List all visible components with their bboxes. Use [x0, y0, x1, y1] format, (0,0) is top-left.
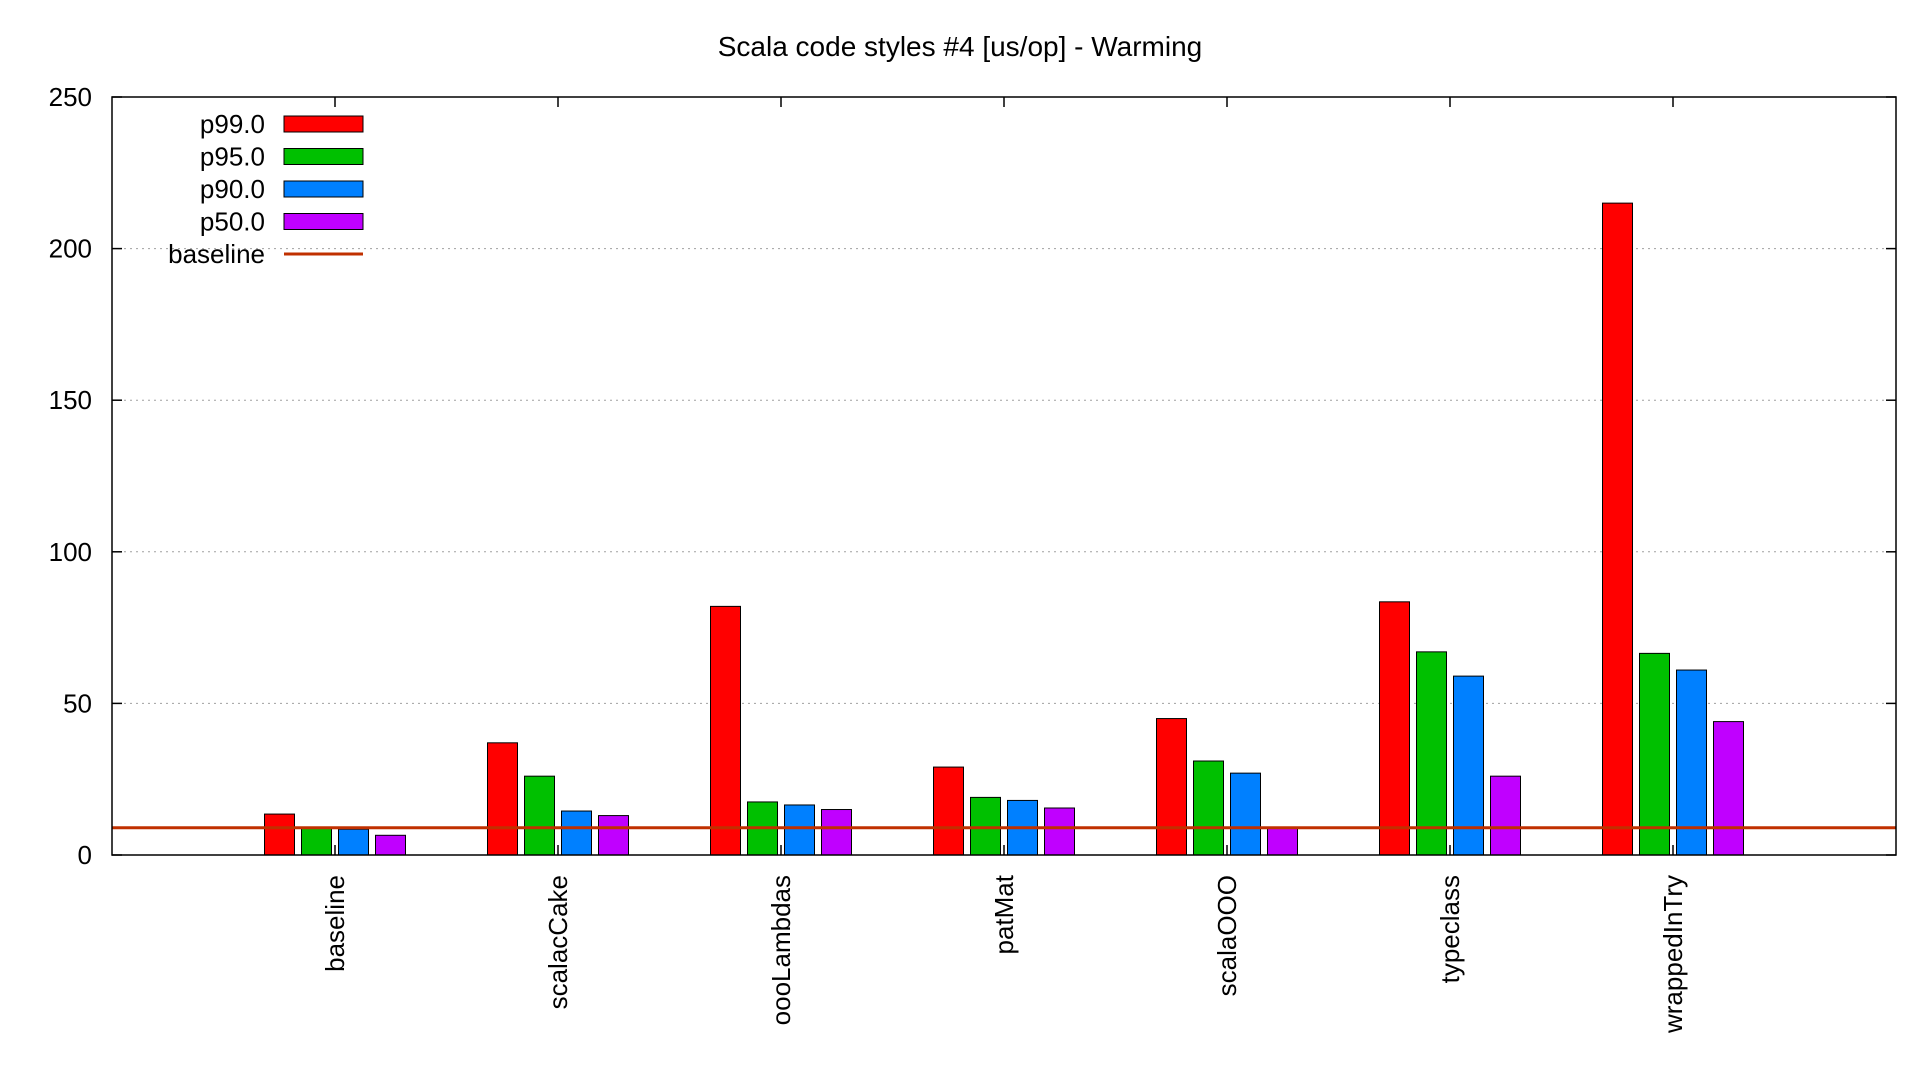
legend-swatch: [283, 180, 364, 198]
bar-p95-0-typeclass: [1416, 651, 1447, 856]
legend-swatch: [283, 115, 364, 133]
bar-p90-0-scalaOOO: [1230, 772, 1261, 856]
y-tick-label: 200: [49, 234, 92, 264]
bar-p95-0-scalacCake: [524, 775, 555, 856]
legend-swatch: [283, 213, 364, 230]
category-label: typeclass: [1435, 875, 1465, 983]
bar-p99-0-scalaOOO: [1156, 718, 1187, 856]
bar-p50-0-oooLambdas: [821, 809, 852, 856]
legend-swatch: [283, 148, 364, 165]
bar-p90-0-wrappedInTry: [1676, 669, 1707, 856]
bar-p50-0-scalaOOO: [1267, 827, 1298, 856]
bar-p95-0-patMat: [970, 796, 1001, 856]
y-tick-label: 150: [49, 385, 92, 415]
category-label: scalaOOO: [1212, 875, 1242, 996]
bar-p95-0-wrappedInTry: [1639, 652, 1670, 856]
legend-label: p95.0: [200, 142, 265, 172]
bar-p50-0-baseline: [375, 834, 406, 856]
y-tick-label: 250: [49, 82, 92, 112]
bar-p90-0-oooLambdas: [784, 804, 815, 856]
category-label: scalacCake: [543, 875, 573, 1009]
y-tick-label: 50: [63, 688, 92, 718]
y-tick-label: 0: [78, 840, 92, 870]
bar-p90-0-scalacCake: [561, 810, 592, 856]
x-axis: baseline scalacCake oooLambdas patMat scalaO…: [320, 97, 1688, 1034]
bars: [264, 202, 1744, 856]
bar-p99-0-scalacCake: [487, 742, 518, 856]
y-axis: 0 50 100 150 200 250: [49, 82, 1896, 870]
bar-p95-0-baseline: [301, 827, 332, 856]
bar-p99-0-wrappedInTry: [1602, 202, 1633, 856]
legend-label: p50.0: [200, 207, 265, 237]
bar-p99-0-oooLambdas: [710, 605, 741, 856]
bar-p50-0-patMat: [1044, 807, 1075, 856]
bar-p99-0-patMat: [933, 766, 964, 856]
category-label: wrappedInTry: [1658, 875, 1688, 1034]
category-label: baseline: [320, 875, 350, 972]
y-tick-label: 100: [49, 537, 92, 567]
bar-p50-0-scalacCake: [598, 815, 629, 856]
category-label: oooLambdas: [766, 875, 796, 1025]
bar-p50-0-typeclass: [1490, 775, 1521, 856]
bar-p99-0-baseline: [264, 813, 295, 856]
category-label: patMat: [989, 874, 1019, 954]
bar-p90-0-typeclass: [1453, 675, 1484, 856]
legend-label: baseline: [168, 239, 265, 269]
legend-label: p90.0: [200, 174, 265, 204]
legend-label: p99.0: [200, 109, 265, 139]
bar-p95-0-scalaOOO: [1193, 760, 1224, 856]
bar-p90-0-baseline: [338, 828, 369, 856]
bar-p50-0-wrappedInTry: [1713, 721, 1744, 856]
chart-title: Scala code styles #4 [us/op] - Warming: [718, 31, 1203, 62]
bar-p99-0-typeclass: [1379, 601, 1410, 856]
